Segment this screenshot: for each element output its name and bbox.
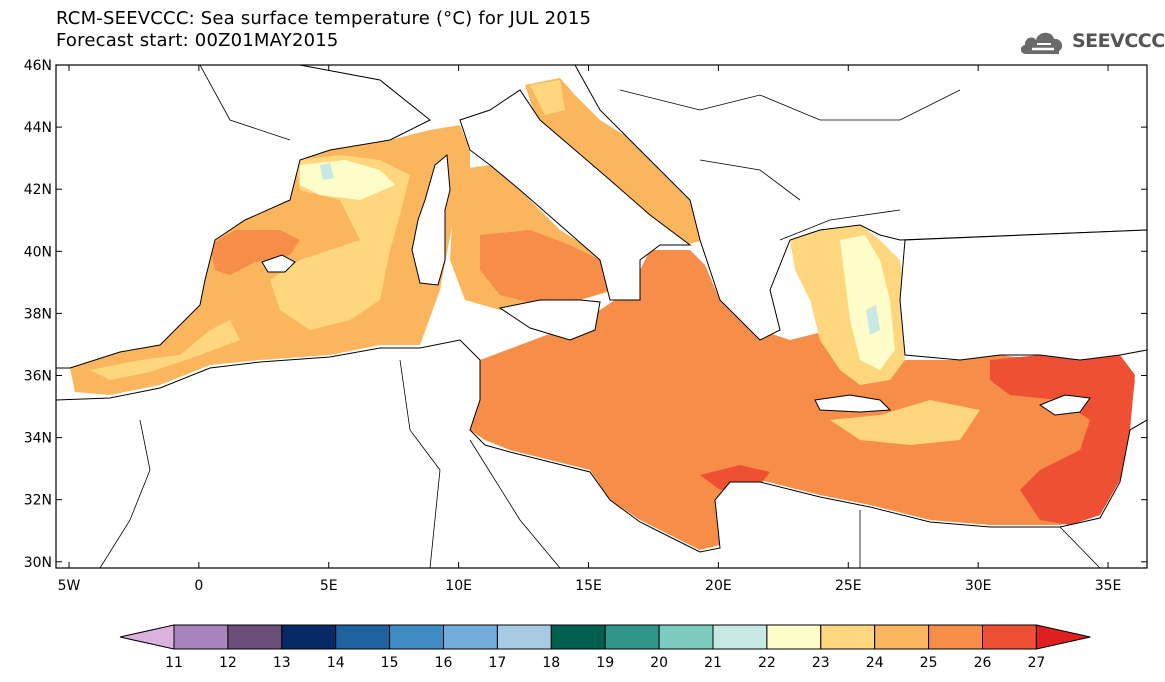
- land-iberia: [56, 65, 431, 369]
- colorbar-label: 19: [596, 655, 614, 671]
- colorbar-box: [874, 624, 930, 650]
- land-corsica-sardinia: [411, 154, 451, 286]
- colorbar-high-arrow: [1035, 624, 1091, 650]
- lon-tick-label: 35E: [1095, 578, 1122, 594]
- lat-tick-label: 44N: [24, 120, 52, 136]
- lat-tick-label: 40N: [24, 244, 52, 260]
- colorbar-label: 14: [327, 655, 345, 671]
- seevccc-logo: SEEVCCC: [1018, 26, 1165, 58]
- sst-crete-south-23c: [830, 400, 980, 445]
- lon-tick-label: 10E: [445, 578, 472, 594]
- colorbar-label: 12: [219, 655, 237, 671]
- lat-tick-label: 42N: [24, 182, 52, 198]
- colorbar-label: 24: [866, 655, 884, 671]
- sst-field: [56, 65, 1147, 568]
- colorbar-label: 15: [381, 655, 399, 671]
- land-africa: [56, 339, 1147, 568]
- sst-map: 30N 32N 34N 36N 38N 40N 42N 44N 46N 5W 0 5E 10E 15E 2…: [24, 58, 1148, 594]
- colorbar-box: [496, 624, 552, 650]
- sea-central-east: [470, 250, 1135, 550]
- colorbar-box: [658, 624, 714, 650]
- colorbar-label: 11: [165, 655, 183, 671]
- colorbar-label: 17: [488, 655, 506, 671]
- colorbar-box: [712, 624, 768, 650]
- colorbar-box: [173, 624, 229, 650]
- sst-23c-adriatic-north: [530, 80, 565, 115]
- sst-23c-ligurian: [270, 155, 410, 330]
- colorbar-box: [389, 624, 445, 650]
- colorbar-box: [335, 624, 391, 650]
- colorbar-box: [820, 624, 876, 650]
- sst-24c-alboran: [90, 320, 240, 380]
- sst-aegean-22c: [840, 235, 895, 370]
- colorbar-low-arrow: [119, 624, 175, 650]
- logo-text: SEEVCCC: [1072, 30, 1165, 52]
- colorbar-label: 20: [650, 655, 668, 671]
- sst-25c-balearic: [210, 230, 300, 275]
- colorbar-box: [550, 624, 606, 650]
- sst-levant-26c: [990, 355, 1135, 525]
- latitude-axis: 30N 32N 34N 36N 38N 40N 42N 44N 46N: [24, 58, 1147, 571]
- colorbar-label: 16: [435, 655, 453, 671]
- sst-21c-spot: [320, 163, 334, 180]
- colorbar-box: [281, 624, 337, 650]
- colorbar-label: 26: [974, 655, 992, 671]
- colorbar-box: [443, 624, 498, 650]
- lat-tick-label: 34N: [24, 431, 52, 447]
- country-borders: [99, 65, 1101, 568]
- land-balearics: [261, 254, 296, 273]
- map-title: RCM-SEEVCCC: Sea surface temperature (°C…: [56, 8, 592, 29]
- land-cyprus: [1038, 394, 1091, 416]
- cloud-icon: [1020, 32, 1063, 54]
- colorbar-label: 22: [758, 655, 776, 671]
- lon-tick-label: 0: [194, 578, 203, 594]
- colorbar-box: [604, 624, 660, 650]
- sea-adriatic: [525, 78, 705, 245]
- colorbar-box: [766, 624, 822, 650]
- lon-tick-label: 5E: [320, 578, 338, 594]
- land-italy: [459, 89, 692, 301]
- colorbar-box: [982, 624, 1037, 650]
- sst-25c-tyrrhenian: [480, 230, 610, 305]
- colorbar-label: 13: [273, 655, 291, 671]
- lon-tick-label: 20E: [705, 578, 732, 594]
- lat-tick-label: 46N: [24, 58, 52, 74]
- lon-tick-label: 15E: [575, 578, 602, 594]
- colorbar-box: [227, 624, 283, 650]
- colorbar-label: 23: [812, 655, 830, 671]
- map-frame: [55, 64, 1148, 569]
- land-sicily: [498, 299, 601, 341]
- longitude-axis: 5W 0 5E 10E 15E 20E 25E 30E 35E: [58, 65, 1122, 594]
- lat-tick-label: 30N: [24, 555, 52, 571]
- land-turkey: [899, 229, 1147, 361]
- colorbar-label: 27: [1027, 655, 1045, 671]
- lon-tick-label: 25E: [835, 578, 862, 594]
- colorbar-label: 25: [920, 655, 938, 671]
- lon-tick-label: 30E: [965, 578, 992, 594]
- colorbar-label: 21: [704, 655, 722, 671]
- lat-tick-label: 32N: [24, 493, 52, 509]
- colorbar-label: 18: [542, 655, 560, 671]
- forecast-start-label: Forecast start: 00Z01MAY2015: [56, 30, 339, 51]
- lat-tick-label: 38N: [24, 306, 52, 322]
- sst-aegean-21c: [866, 305, 880, 335]
- lat-tick-label: 36N: [24, 368, 52, 384]
- land-crete: [814, 394, 892, 413]
- lon-tick-label: 5W: [58, 578, 81, 594]
- sst-25c-ionian: [640, 250, 705, 360]
- colorbar-box: [928, 624, 983, 650]
